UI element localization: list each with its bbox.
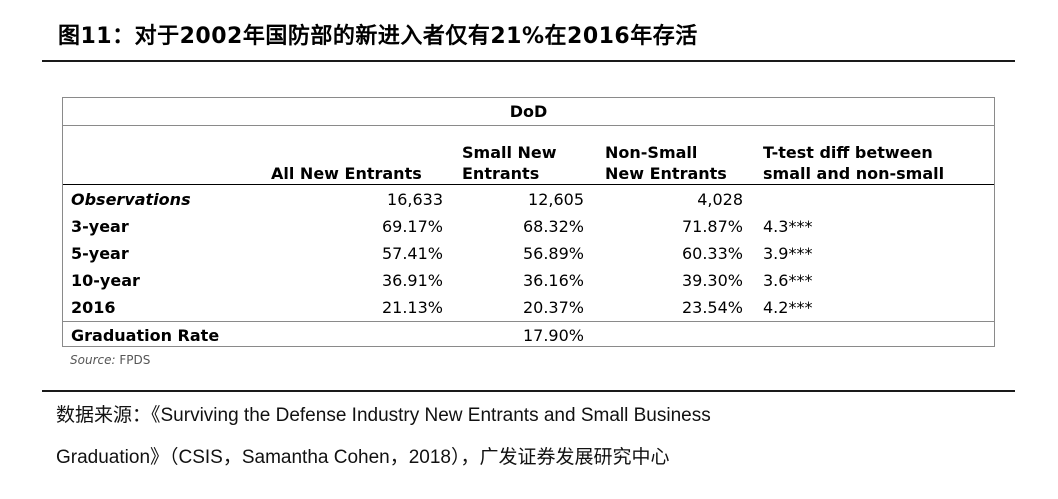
cell-small: 20.37% xyxy=(522,298,584,317)
cell-all: 57.41% xyxy=(381,244,443,263)
col-header-nonsmall-line1: Non-Small xyxy=(605,143,698,162)
table-row: 2016 21.13% 20.37% 23.54% 4.2*** xyxy=(63,294,994,321)
table-row: Graduation Rate 17.90% xyxy=(63,322,994,349)
cell-nonsmall: 4,028 xyxy=(697,190,743,209)
cell-small: 12,605 xyxy=(528,190,584,209)
col-header-all: All New Entrants xyxy=(271,164,422,183)
graduation-divider xyxy=(63,321,994,322)
source-value: FPDS xyxy=(119,353,151,367)
row-label: 5-year xyxy=(71,244,129,263)
row-label: 3-year xyxy=(71,217,129,236)
cell-small: 68.32% xyxy=(522,217,584,236)
table-row: Observations 16,633 12,605 4,028 xyxy=(63,186,994,213)
table-source: Source: FPDS xyxy=(70,353,150,367)
data-source-note-line1: 数据来源：《Surviving the Defense Industry New… xyxy=(56,405,711,426)
table-row: 3-year 69.17% 68.32% 71.87% 4.3*** xyxy=(63,213,994,240)
cell-ttest: 4.2*** xyxy=(763,298,813,317)
group-header: DoD xyxy=(63,98,994,126)
col-header-nonsmall-line2: New Entrants xyxy=(605,164,727,183)
cell-nonsmall: 39.30% xyxy=(681,271,743,290)
data-source-note-line2: Graduation》（CSIS，Samantha Cohen，2018），广发… xyxy=(56,447,670,468)
top-rule xyxy=(42,60,1015,62)
table-row: 5-year 57.41% 56.89% 60.33% 3.9*** xyxy=(63,240,994,267)
cell-nonsmall: 71.87% xyxy=(681,217,743,236)
cell-all: 16,633 xyxy=(387,190,443,209)
row-label: 2016 xyxy=(71,298,116,317)
row-label: Graduation Rate xyxy=(71,326,220,345)
cell-small: 17.90% xyxy=(522,326,584,345)
cell-small: 36.16% xyxy=(522,271,584,290)
bottom-rule xyxy=(42,390,1015,392)
cell-all: 21.13% xyxy=(381,298,443,317)
data-table: DoD Small New Non-Small T-test diff betw… xyxy=(62,97,995,347)
cell-ttest: 4.3*** xyxy=(763,217,813,236)
col-header-small-line2: Entrants xyxy=(462,164,540,183)
col-header-small-line1: Small New xyxy=(462,143,557,162)
cell-ttest: 3.6*** xyxy=(763,271,813,290)
row-label: 10-year xyxy=(71,271,140,290)
cell-nonsmall: 60.33% xyxy=(681,244,743,263)
cell-all: 69.17% xyxy=(381,217,443,236)
cell-all: 36.91% xyxy=(381,271,443,290)
cell-ttest: 3.9*** xyxy=(763,244,813,263)
col-header-ttest-line1: T-test diff between xyxy=(763,143,933,162)
header-divider xyxy=(63,184,994,185)
table-row: 10-year 36.91% 36.16% 39.30% 3.6*** xyxy=(63,267,994,294)
cell-small: 56.89% xyxy=(522,244,584,263)
row-label: Observations xyxy=(71,190,191,209)
cell-nonsmall: 23.54% xyxy=(681,298,743,317)
col-header-ttest-line2: small and non-small xyxy=(763,164,945,183)
source-label: Source: xyxy=(70,353,116,367)
figure-title: 图11：对于2002年国防部的新进入者仅有21%在2016年存活 xyxy=(58,24,698,49)
